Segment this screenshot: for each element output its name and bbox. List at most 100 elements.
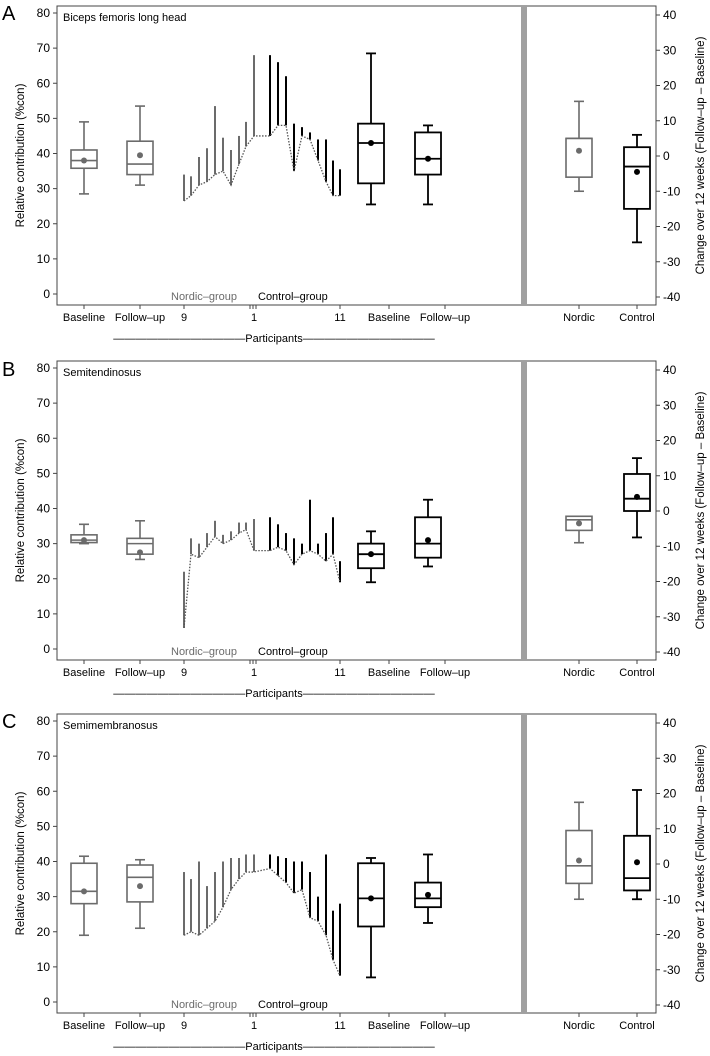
left-tick-label: 50 bbox=[37, 111, 51, 125]
box-mean bbox=[81, 157, 87, 164]
x-tick-label: Baseline bbox=[368, 1020, 410, 1032]
left-tick-label: 60 bbox=[37, 431, 51, 445]
right-tick-label: 40 bbox=[663, 363, 677, 377]
left-tick-label: 10 bbox=[37, 252, 51, 266]
left-tick-label: 80 bbox=[37, 6, 51, 20]
left-tick-label: 80 bbox=[37, 714, 51, 728]
box-mean bbox=[368, 551, 374, 558]
box-body bbox=[70, 862, 98, 905]
right-tick-label: -30 bbox=[663, 255, 681, 269]
x-tick-label: 9 bbox=[181, 312, 187, 324]
right-tick-label: 20 bbox=[663, 787, 677, 801]
left-axis-title: Relative contribution (%con) bbox=[15, 83, 27, 227]
x-tick-label: Control bbox=[619, 667, 654, 679]
box-control-follow-up bbox=[414, 498, 442, 568]
box-mean bbox=[425, 891, 431, 898]
right-axis-title: Change over 12 weeks (Follow–up – Baseli… bbox=[695, 744, 707, 982]
right-tick-label: 10 bbox=[663, 469, 677, 483]
left-tick-label: 70 bbox=[37, 749, 51, 763]
left-tick-label: 40 bbox=[37, 855, 51, 869]
box-control-baseline bbox=[357, 530, 385, 584]
right-tick-label: 10 bbox=[663, 822, 677, 836]
panel-divider bbox=[521, 361, 527, 660]
left-tick-label: 0 bbox=[43, 287, 50, 301]
left-tick-label: 30 bbox=[37, 182, 51, 196]
box-nordic-follow-up bbox=[126, 105, 154, 186]
box-mean bbox=[368, 895, 374, 902]
left-axis-title: Relative contribution (%con) bbox=[15, 438, 27, 582]
right-tick-label: 30 bbox=[663, 751, 677, 765]
box-body bbox=[414, 131, 442, 176]
x-tick-label: Control bbox=[619, 1020, 654, 1032]
right-tick-label: 20 bbox=[663, 79, 677, 93]
nordic-group-label: Nordic–group bbox=[171, 999, 237, 1011]
box-body bbox=[357, 122, 385, 185]
participants-label: ————————————Participants———————————— bbox=[113, 688, 434, 700]
right-tick-label: -10 bbox=[663, 539, 681, 553]
box-mean bbox=[425, 155, 431, 162]
right-tick-label: -20 bbox=[663, 575, 681, 589]
right-tick-label: 0 bbox=[663, 149, 670, 163]
x-tick-label: 9 bbox=[181, 1020, 187, 1032]
panel-A: A Biceps femoris long head010203040506070… bbox=[2, 3, 707, 345]
right-tick-label: 40 bbox=[663, 8, 677, 22]
left-tick-label: 70 bbox=[37, 41, 51, 55]
box-mean bbox=[137, 152, 143, 159]
panel-letter: C bbox=[2, 711, 16, 733]
participant-trend-line bbox=[183, 528, 341, 628]
left-tick-label: 30 bbox=[37, 537, 51, 551]
x-tick-label: 1 bbox=[251, 312, 257, 324]
right-tick-label: -20 bbox=[663, 928, 681, 942]
left-tick-label: 70 bbox=[37, 396, 51, 410]
nordic-group-label: Nordic–group bbox=[171, 646, 237, 658]
x-tick-label: 1 bbox=[251, 1020, 257, 1032]
panel-C: C Semimembranosus01020304050607080-40-30-… bbox=[2, 711, 707, 1053]
control-group-label: Control–group bbox=[258, 646, 328, 658]
panel-title: Semimembranosus bbox=[63, 720, 158, 732]
x-tick-label: Nordic bbox=[563, 312, 595, 324]
box-mean bbox=[576, 147, 582, 154]
right-tick-label: -10 bbox=[663, 184, 681, 198]
left-tick-label: 40 bbox=[37, 147, 51, 161]
change-box-control bbox=[623, 789, 651, 901]
right-tick-label: -40 bbox=[663, 998, 681, 1012]
x-tick-label: Follow–up bbox=[115, 667, 165, 679]
right-tick-label: 20 bbox=[663, 434, 677, 448]
panel-title: Biceps femoris long head bbox=[63, 12, 187, 24]
right-axis-title: Change over 12 weeks (Follow–up – Baseli… bbox=[695, 36, 707, 274]
change-box-nordic bbox=[565, 100, 593, 193]
right-tick-label: 0 bbox=[663, 857, 670, 871]
right-tick-label: 10 bbox=[663, 114, 677, 128]
left-tick-label: 20 bbox=[37, 572, 51, 586]
box-control-follow-up bbox=[414, 853, 442, 924]
box-body bbox=[357, 862, 385, 928]
left-tick-label: 60 bbox=[37, 76, 51, 90]
box-control-baseline bbox=[357, 52, 385, 206]
x-tick-label: 11 bbox=[334, 312, 345, 324]
panel-title: Semitendinosus bbox=[63, 367, 142, 379]
box-body bbox=[565, 137, 593, 178]
box-body bbox=[623, 146, 651, 210]
right-tick-label: -40 bbox=[663, 290, 681, 304]
box-control-follow-up bbox=[414, 124, 442, 206]
x-tick-label: 1 bbox=[251, 667, 257, 679]
box-nordic-baseline bbox=[70, 523, 98, 545]
box-mean bbox=[368, 139, 374, 146]
change-box-nordic bbox=[565, 515, 593, 544]
box-mean bbox=[81, 888, 87, 895]
control-group-label: Control–group bbox=[258, 999, 328, 1011]
panel-letter: B bbox=[2, 359, 15, 381]
participants-label: ————————————Participants———————————— bbox=[113, 333, 434, 345]
left-tick-label: 10 bbox=[37, 960, 51, 974]
left-tick-label: 50 bbox=[37, 466, 51, 480]
panel-divider bbox=[521, 6, 527, 305]
panel-divider bbox=[521, 714, 527, 1013]
right-tick-label: -40 bbox=[663, 645, 681, 659]
left-axis-title: Relative contribution (%con) bbox=[15, 791, 27, 935]
box-mean bbox=[137, 549, 143, 556]
right-tick-label: -30 bbox=[663, 963, 681, 977]
box-nordic-follow-up bbox=[126, 858, 154, 930]
nordic-group-label: Nordic–group bbox=[171, 291, 237, 303]
x-tick-label: Baseline bbox=[63, 1020, 105, 1032]
